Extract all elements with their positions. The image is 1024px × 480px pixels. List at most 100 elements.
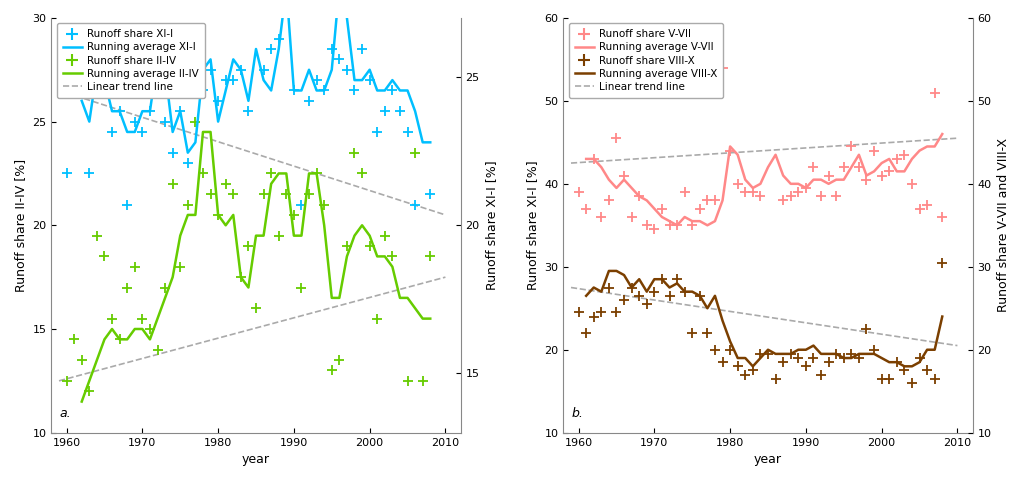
Point — [399, 128, 416, 136]
Point — [760, 0, 776, 5]
Point — [157, 118, 173, 125]
Point — [798, 362, 814, 370]
Point — [691, 205, 708, 213]
Point — [805, 163, 821, 171]
Point — [354, 45, 371, 53]
Point — [715, 64, 731, 72]
Point — [791, 354, 807, 362]
Point — [653, 205, 670, 213]
Point — [753, 192, 769, 200]
Point — [896, 367, 912, 374]
Point — [737, 371, 754, 378]
Point — [919, 201, 935, 208]
Point — [187, 118, 204, 125]
Point — [127, 118, 143, 125]
Point — [586, 312, 602, 320]
Point — [308, 76, 325, 84]
Point — [896, 151, 912, 158]
Point — [339, 66, 355, 73]
Point — [646, 288, 663, 296]
Point — [134, 128, 151, 136]
Point — [904, 379, 921, 387]
Point — [112, 108, 128, 115]
Point — [141, 325, 158, 333]
Point — [934, 213, 950, 221]
Y-axis label: Runoff share XI-I [%]: Runoff share XI-I [%] — [485, 160, 498, 290]
Point — [346, 149, 362, 156]
Point — [737, 188, 754, 196]
Point — [119, 201, 135, 208]
Point — [172, 108, 188, 115]
Point — [934, 259, 950, 266]
Point — [369, 315, 385, 323]
Point — [805, 354, 821, 362]
Point — [836, 354, 852, 362]
Point — [286, 86, 302, 94]
Point — [415, 377, 431, 384]
Point — [601, 284, 617, 291]
Point — [210, 97, 226, 105]
Point — [103, 128, 120, 136]
Point — [881, 375, 897, 383]
Point — [422, 191, 438, 198]
Point — [782, 350, 799, 358]
Point — [74, 356, 90, 364]
Point — [767, 375, 783, 383]
Point — [316, 86, 333, 94]
Point — [89, 66, 105, 73]
Point — [293, 201, 309, 208]
Point — [828, 350, 845, 358]
Point — [324, 45, 340, 53]
Point — [150, 76, 166, 84]
Point — [270, 232, 287, 240]
Point — [74, 35, 90, 42]
Point — [119, 284, 135, 291]
Point — [248, 304, 264, 312]
Point — [677, 288, 693, 296]
Point — [851, 354, 867, 362]
Point — [691, 292, 708, 300]
Point — [392, 439, 409, 447]
Point — [911, 205, 928, 213]
Point — [662, 221, 678, 229]
Point — [112, 336, 128, 343]
Point — [753, 350, 769, 358]
Point — [866, 346, 883, 354]
Y-axis label: Runoff share XI-I [%]: Runoff share XI-I [%] — [526, 160, 539, 290]
Point — [301, 97, 317, 105]
Point — [241, 242, 257, 250]
Point — [608, 309, 625, 316]
Point — [873, 172, 890, 180]
Point — [866, 147, 883, 155]
Point — [570, 188, 587, 196]
Point — [707, 197, 723, 204]
Point — [293, 284, 309, 291]
Point — [157, 284, 173, 291]
Point — [684, 221, 700, 229]
Point — [384, 252, 400, 260]
Point — [715, 359, 731, 366]
Point — [331, 56, 347, 63]
Point — [927, 89, 943, 96]
Point — [141, 108, 158, 115]
Point — [615, 172, 632, 180]
Point — [392, 108, 409, 115]
Point — [217, 180, 233, 188]
Point — [346, 86, 362, 94]
Point — [722, 147, 738, 155]
Point — [593, 213, 609, 221]
Point — [677, 188, 693, 196]
Point — [81, 169, 97, 177]
Point — [639, 221, 655, 229]
Point — [407, 149, 423, 156]
Point — [791, 188, 807, 196]
Point — [354, 169, 371, 177]
Point — [66, 336, 82, 343]
Point — [89, 232, 105, 240]
Point — [631, 192, 647, 200]
Point — [384, 86, 400, 94]
Point — [767, 6, 783, 13]
Point — [316, 201, 333, 208]
Point — [263, 169, 280, 177]
Point — [195, 86, 211, 94]
